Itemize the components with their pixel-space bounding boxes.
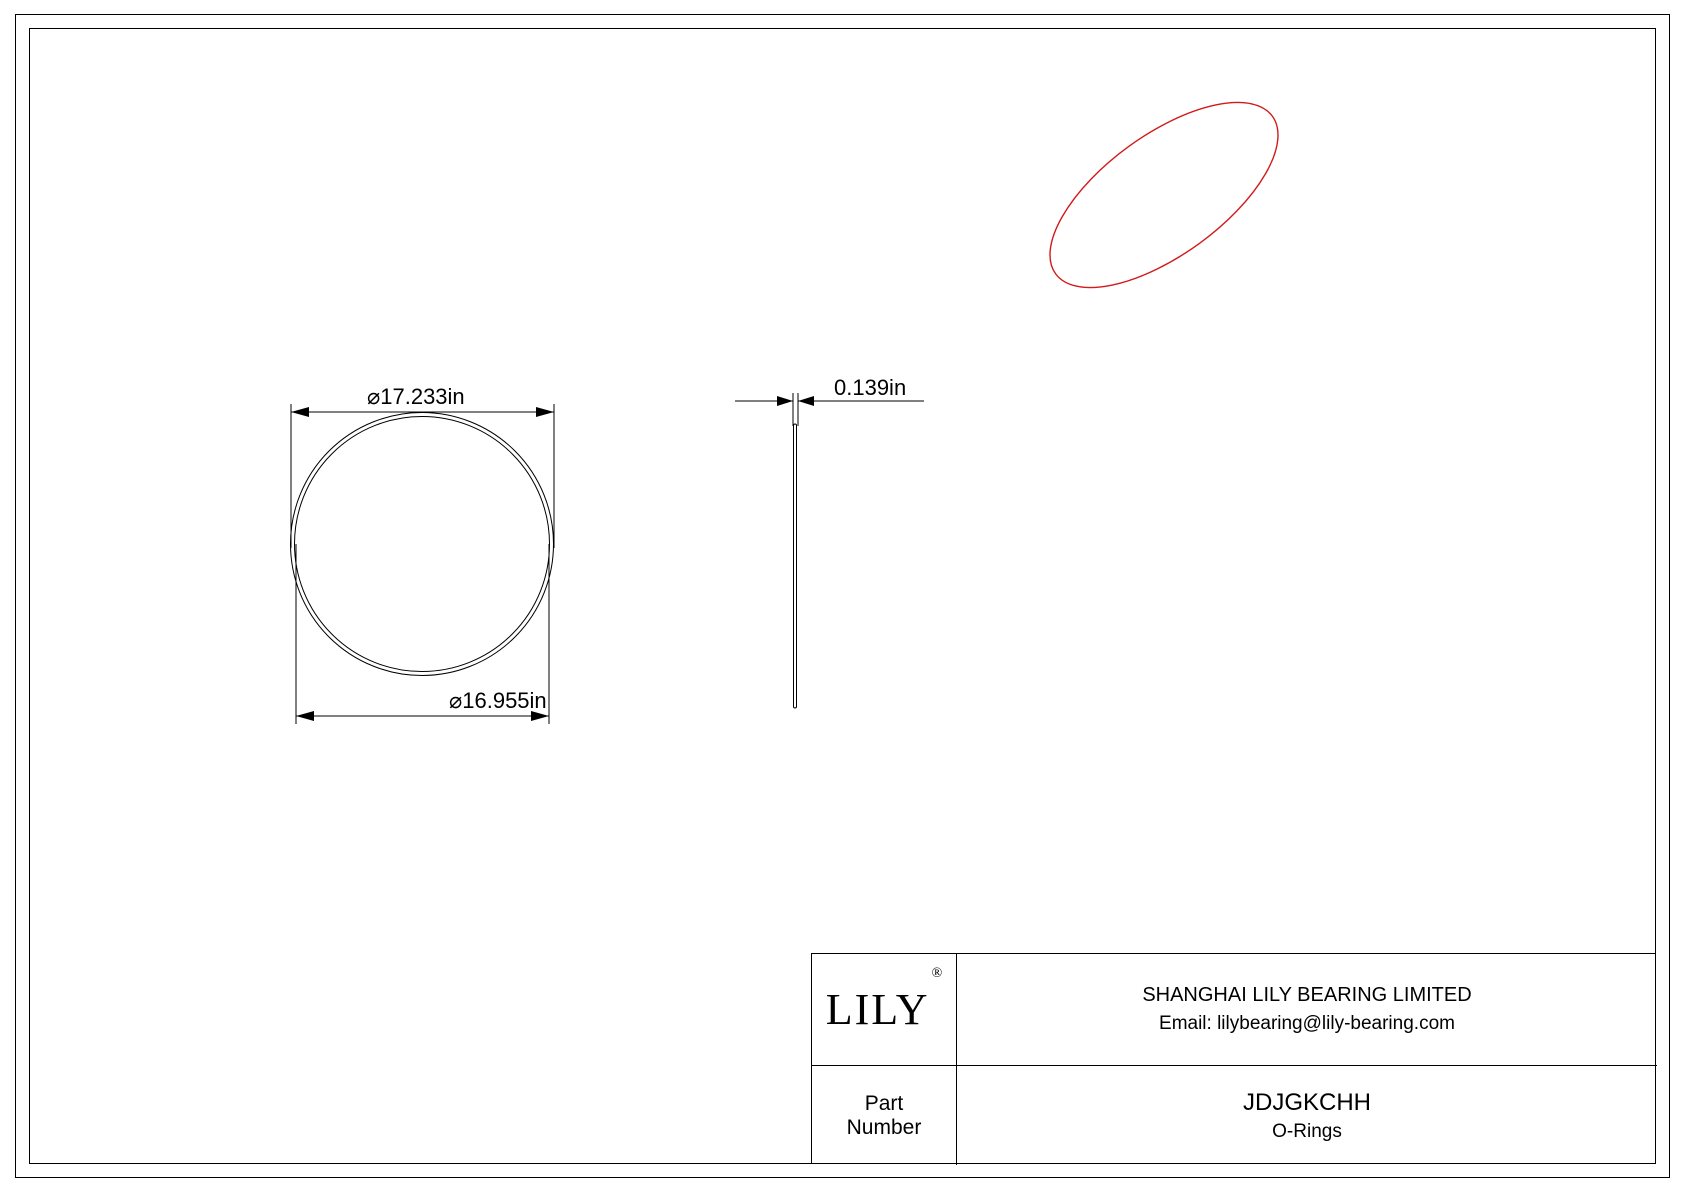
- company-email: Email: lilybearing@lily-bearing.com: [1159, 1013, 1455, 1035]
- inner-diameter-label: ⌀16.955in: [449, 688, 547, 714]
- part-number-value: JDJGKCHH: [1243, 1089, 1371, 1117]
- title-block: LILY® SHANGHAI LILY BEARING LIMITED Emai…: [811, 953, 1656, 1164]
- cross-section-width-label: 0.139in: [834, 375, 906, 401]
- part-number-label-line1: Part: [865, 1092, 904, 1116]
- company-logo: LILY®: [826, 984, 942, 1035]
- part-number-value-cell: JDJGKCHH O-Rings: [957, 1066, 1657, 1165]
- outer-diameter-label: ⌀17.233in: [367, 384, 465, 410]
- part-number-label-line2: Number: [847, 1116, 922, 1140]
- title-block-logo-cell: LILY®: [812, 954, 957, 1066]
- company-name: SHANGHAI LILY BEARING LIMITED: [1142, 984, 1471, 1007]
- part-number-label-cell: Part Number: [812, 1066, 957, 1165]
- title-block-company-cell: SHANGHAI LILY BEARING LIMITED Email: lil…: [957, 954, 1657, 1066]
- part-description: O-Rings: [1272, 1121, 1342, 1143]
